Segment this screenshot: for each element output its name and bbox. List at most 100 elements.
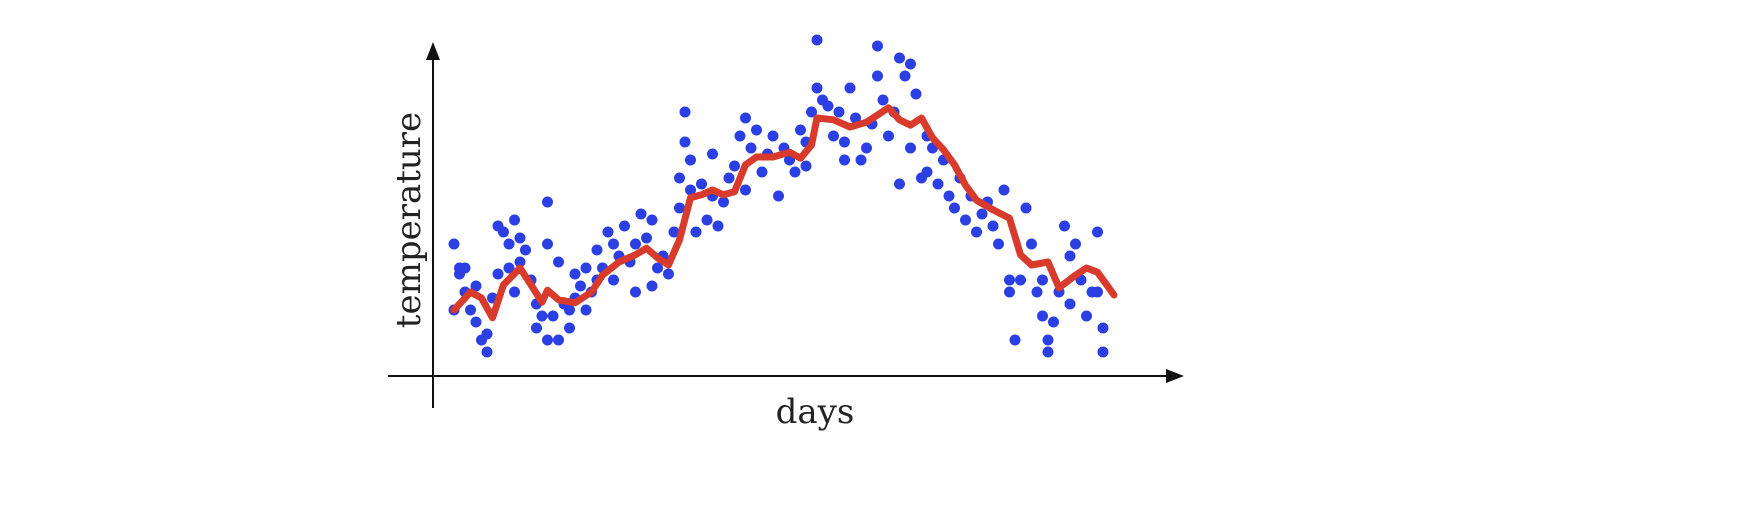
data-point xyxy=(481,328,493,340)
data-point xyxy=(1097,346,1109,358)
data-point xyxy=(481,346,493,358)
data-point xyxy=(679,106,691,118)
data-point xyxy=(850,112,861,124)
data-point xyxy=(1070,238,1081,250)
data-point xyxy=(1004,286,1015,298)
x-arrow xyxy=(1166,369,1184,383)
data-point xyxy=(663,268,674,280)
data-point xyxy=(789,166,801,178)
data-point xyxy=(740,112,751,124)
x-axis-label: days xyxy=(776,392,855,432)
data-point xyxy=(1059,220,1070,232)
data-point xyxy=(679,136,691,148)
data-point xyxy=(591,244,603,256)
data-point xyxy=(943,190,955,202)
data-point xyxy=(1004,274,1015,286)
plot-area xyxy=(448,34,1118,358)
data-point xyxy=(921,166,933,178)
data-point xyxy=(751,124,762,136)
data-point xyxy=(723,172,735,184)
data-point xyxy=(641,232,652,244)
data-point xyxy=(1048,316,1059,328)
data-point xyxy=(1097,322,1109,334)
data-point xyxy=(872,40,883,52)
data-point xyxy=(602,226,614,238)
data-point xyxy=(690,226,702,238)
data-point xyxy=(514,232,526,244)
data-point xyxy=(998,184,1010,196)
data-point xyxy=(872,70,883,82)
y-axis-label: temperature xyxy=(389,112,429,328)
data-point xyxy=(630,286,641,298)
data-point xyxy=(894,52,905,64)
data-point xyxy=(899,70,911,82)
data-point xyxy=(839,136,850,148)
data-point xyxy=(1092,286,1103,298)
data-point xyxy=(833,106,845,118)
data-point xyxy=(712,220,724,232)
data-point xyxy=(767,130,779,142)
data-point xyxy=(608,238,619,250)
data-point xyxy=(668,226,680,238)
data-point xyxy=(932,178,944,190)
data-point xyxy=(503,238,515,250)
data-point xyxy=(828,130,839,142)
data-point xyxy=(949,202,960,214)
data-point xyxy=(971,226,982,238)
data-point xyxy=(745,142,757,154)
data-point xyxy=(839,154,850,166)
data-point xyxy=(520,244,531,256)
data-point xyxy=(685,184,696,196)
data-point xyxy=(707,148,718,160)
data-point xyxy=(503,262,515,274)
data-point xyxy=(492,268,504,280)
data-point xyxy=(646,280,658,292)
data-point xyxy=(608,274,619,286)
data-point xyxy=(685,154,696,166)
data-point xyxy=(806,106,817,118)
data-point xyxy=(674,172,685,184)
data-point xyxy=(635,208,647,220)
data-point xyxy=(1092,226,1103,238)
data-point xyxy=(844,82,856,94)
data-point xyxy=(861,142,872,154)
data-point xyxy=(569,268,581,280)
data-point xyxy=(1037,310,1048,322)
data-point xyxy=(448,238,460,250)
data-point xyxy=(795,124,806,136)
data-point xyxy=(696,178,707,190)
data-point xyxy=(811,34,823,46)
data-point xyxy=(877,94,889,106)
data-point xyxy=(740,184,751,196)
data-point xyxy=(894,178,905,190)
data-point xyxy=(542,196,553,208)
data-point xyxy=(514,256,526,268)
data-point xyxy=(1042,346,1054,358)
data-point xyxy=(465,304,476,316)
data-point xyxy=(756,166,768,178)
data-point xyxy=(646,214,658,226)
data-point xyxy=(575,280,586,292)
axes xyxy=(388,56,1168,408)
data-point xyxy=(883,130,894,142)
data-point xyxy=(773,190,784,202)
data-point xyxy=(498,226,509,238)
data-point xyxy=(459,262,471,274)
data-point xyxy=(580,262,592,274)
data-point xyxy=(542,238,553,250)
data-point xyxy=(910,88,922,100)
data-point xyxy=(822,100,834,112)
data-point xyxy=(619,220,630,232)
data-point xyxy=(905,58,916,70)
y-arrow xyxy=(426,42,440,60)
data-point xyxy=(1037,274,1048,286)
data-point xyxy=(536,310,548,322)
data-point xyxy=(531,322,542,334)
data-point xyxy=(976,208,988,220)
data-point xyxy=(993,238,1004,250)
data-point xyxy=(630,238,641,250)
data-point xyxy=(564,322,575,334)
data-point xyxy=(553,334,564,346)
data-point xyxy=(1064,250,1076,262)
